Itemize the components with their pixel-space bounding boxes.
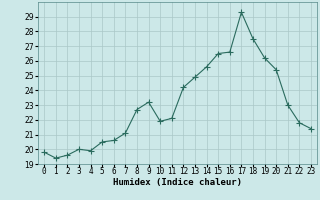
X-axis label: Humidex (Indice chaleur): Humidex (Indice chaleur) xyxy=(113,178,242,187)
